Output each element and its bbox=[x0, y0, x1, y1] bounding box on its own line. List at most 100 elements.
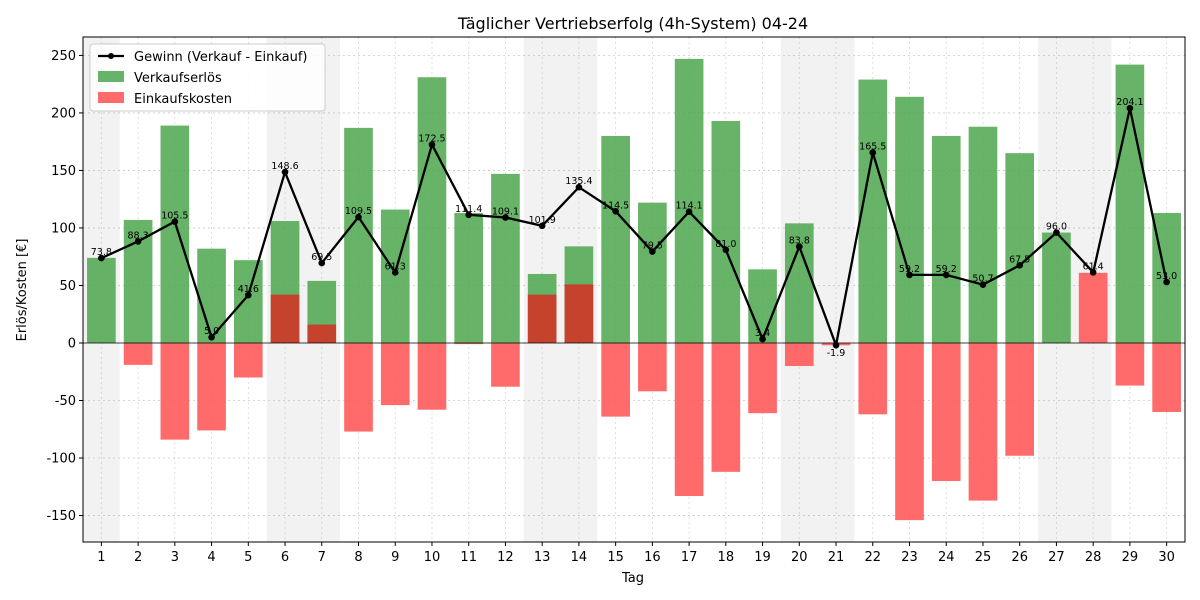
profit-point bbox=[906, 271, 913, 279]
cost-bar bbox=[270, 294, 300, 343]
revenue-bar bbox=[233, 260, 263, 343]
cost-bar bbox=[1005, 342, 1035, 456]
x-tick-label: 26 bbox=[1011, 550, 1028, 565]
legend-swatch-revenue bbox=[98, 71, 124, 82]
legend-swatch-cost bbox=[98, 92, 124, 103]
profit-data-label: 69.5 bbox=[311, 252, 332, 263]
cost-bar bbox=[748, 342, 777, 414]
profit-point bbox=[134, 238, 142, 245]
cost-bar bbox=[160, 342, 190, 440]
profit-data-label: 83.8 bbox=[789, 236, 810, 247]
cost-bar bbox=[380, 342, 410, 406]
profit-data-label: 3.4 bbox=[755, 328, 770, 339]
profit-point bbox=[538, 222, 546, 230]
y-tick-label: 150 bbox=[51, 164, 76, 179]
revenue-bar bbox=[601, 135, 630, 343]
revenue-bar bbox=[968, 126, 998, 343]
cost-bar bbox=[968, 342, 998, 501]
x-axis-label: Tag bbox=[621, 571, 644, 586]
legend-label-revenue: Verkaufserlös bbox=[134, 71, 222, 86]
x-tick-label: 4 bbox=[207, 550, 215, 565]
y-tick-label: -150 bbox=[46, 509, 76, 524]
x-tick-label: 1 bbox=[97, 550, 105, 565]
profit-point bbox=[98, 254, 105, 262]
profit-data-label: 148.6 bbox=[271, 161, 298, 172]
revenue-bar bbox=[674, 58, 704, 343]
profit-point bbox=[281, 168, 289, 176]
profit-point bbox=[979, 281, 987, 288]
revenue-bar bbox=[491, 173, 520, 343]
profit-data-label: 41.6 bbox=[238, 284, 259, 295]
y-axis-label: Erlös/Kosten [€] bbox=[15, 239, 30, 342]
revenue-bar bbox=[160, 125, 190, 343]
profit-data-label: 81.0 bbox=[715, 239, 736, 250]
data-labels: 73.8 88.3 105.5 5.0 41.6 148.6 69.5 109.5 61.3 17… bbox=[91, 97, 1177, 359]
x-tick-label: 10 bbox=[424, 550, 441, 565]
profit-data-label: 5.0 bbox=[204, 326, 219, 337]
revenue-bar bbox=[931, 135, 961, 343]
profit-data-label: -1.9 bbox=[827, 348, 846, 359]
revenue-bar bbox=[858, 79, 888, 343]
revenue-bar bbox=[895, 96, 924, 343]
cost-bar bbox=[711, 342, 741, 472]
profit-data-label: 114.1 bbox=[675, 201, 702, 212]
profit-point bbox=[832, 341, 840, 349]
profit-polyline bbox=[100, 107, 1168, 350]
profit-point bbox=[869, 149, 877, 156]
x-tick-label: 23 bbox=[901, 550, 918, 565]
profit-point bbox=[685, 208, 693, 216]
revenue-bar bbox=[417, 77, 447, 343]
profit-point bbox=[208, 333, 215, 341]
y-tick-label: 250 bbox=[51, 49, 76, 64]
profit-point bbox=[1016, 262, 1023, 269]
x-tick-label: 25 bbox=[975, 550, 992, 565]
profit-point bbox=[245, 291, 252, 299]
cost-bar bbox=[858, 342, 888, 415]
cost-bar bbox=[895, 342, 924, 521]
revenue-bar bbox=[344, 127, 373, 343]
x-tick-label: 24 bbox=[938, 550, 955, 565]
cost-bar bbox=[1078, 272, 1108, 343]
profit-data-label: 61.4 bbox=[1083, 261, 1104, 272]
profit-data-label: 165.5 bbox=[859, 142, 886, 153]
profit-data-label: 59.2 bbox=[899, 264, 920, 275]
x-tick-label: 8 bbox=[354, 550, 362, 565]
profit-point bbox=[465, 211, 473, 219]
profit-data-label: 101.9 bbox=[529, 215, 556, 226]
legend: Gewinn (Verkauf - Einkauf) Verkaufserlös… bbox=[89, 43, 326, 112]
x-tick-label: 7 bbox=[318, 550, 326, 565]
profit-point bbox=[1163, 278, 1170, 286]
x-tick-label: 20 bbox=[791, 550, 808, 565]
y-tick-label: 50 bbox=[59, 279, 76, 294]
profit-point bbox=[391, 269, 399, 276]
x-tick-label: 16 bbox=[644, 550, 661, 565]
x-tick-label: 9 bbox=[391, 550, 399, 565]
y-tick-label: -100 bbox=[46, 452, 76, 467]
profit-data-label: 61.3 bbox=[385, 261, 406, 272]
cost-bar bbox=[233, 342, 263, 378]
y-tick-label: 0 bbox=[68, 336, 76, 351]
profit-point bbox=[796, 243, 803, 250]
revenue-bar bbox=[380, 209, 410, 343]
revenue-bar bbox=[87, 257, 116, 343]
x-tick-label: 11 bbox=[460, 550, 477, 565]
profit-data-label: 135.4 bbox=[565, 176, 592, 187]
revenue-bar bbox=[711, 120, 741, 343]
x-tick-label: 14 bbox=[571, 550, 588, 565]
x-tick-label: 29 bbox=[1122, 550, 1139, 565]
x-tick-label: 5 bbox=[244, 550, 252, 565]
profit-point bbox=[355, 213, 362, 221]
cost-bar bbox=[638, 342, 667, 392]
x-tick-label: 17 bbox=[681, 550, 698, 565]
cost-bar bbox=[197, 342, 226, 431]
profit-data-label: 67.5 bbox=[1009, 254, 1030, 265]
x-tick-label: 27 bbox=[1048, 550, 1065, 565]
x-tick-label: 3 bbox=[171, 550, 179, 565]
y-tick-label: 100 bbox=[51, 221, 76, 236]
profit-data-label: 53.0 bbox=[1156, 271, 1177, 282]
cost-bar bbox=[417, 342, 447, 410]
profit-point bbox=[942, 271, 950, 279]
profit-line bbox=[98, 104, 1170, 350]
profit-data-label: 96.0 bbox=[1046, 222, 1067, 233]
cost-bar bbox=[784, 342, 814, 366]
